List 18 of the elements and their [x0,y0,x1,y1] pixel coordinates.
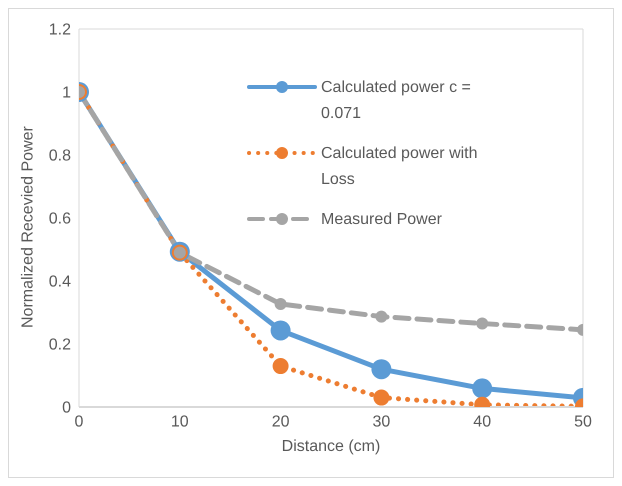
legend-label: Calculated power c = 0.071 [321,75,496,127]
y-tick-label: 0 [62,400,72,417]
x-tick-label: 50 [574,413,592,430]
y-tick-label: 1.2 [48,22,72,39]
y-tick-label: 0.2 [48,336,72,354]
legend-label: Measured Power [321,207,496,233]
y-tick-label: 0.8 [48,148,72,165]
y-tick-label: 0.6 [48,210,72,228]
x-tick-label: 0 [74,413,84,430]
y-axis-title: Normalized Recevied Power [20,125,37,328]
legend-label: Calculated power with Loss [321,141,496,193]
x-tick-label: 30 [372,413,390,430]
y-tick-label: 0.4 [48,274,72,291]
x-tick-label: 10 [170,413,189,430]
x-tick-label: 20 [272,413,290,430]
x-tick-label: 40 [473,413,492,430]
y-tick-label: 1 [62,84,72,102]
x-axis-title: Distance (cm) [282,438,380,455]
